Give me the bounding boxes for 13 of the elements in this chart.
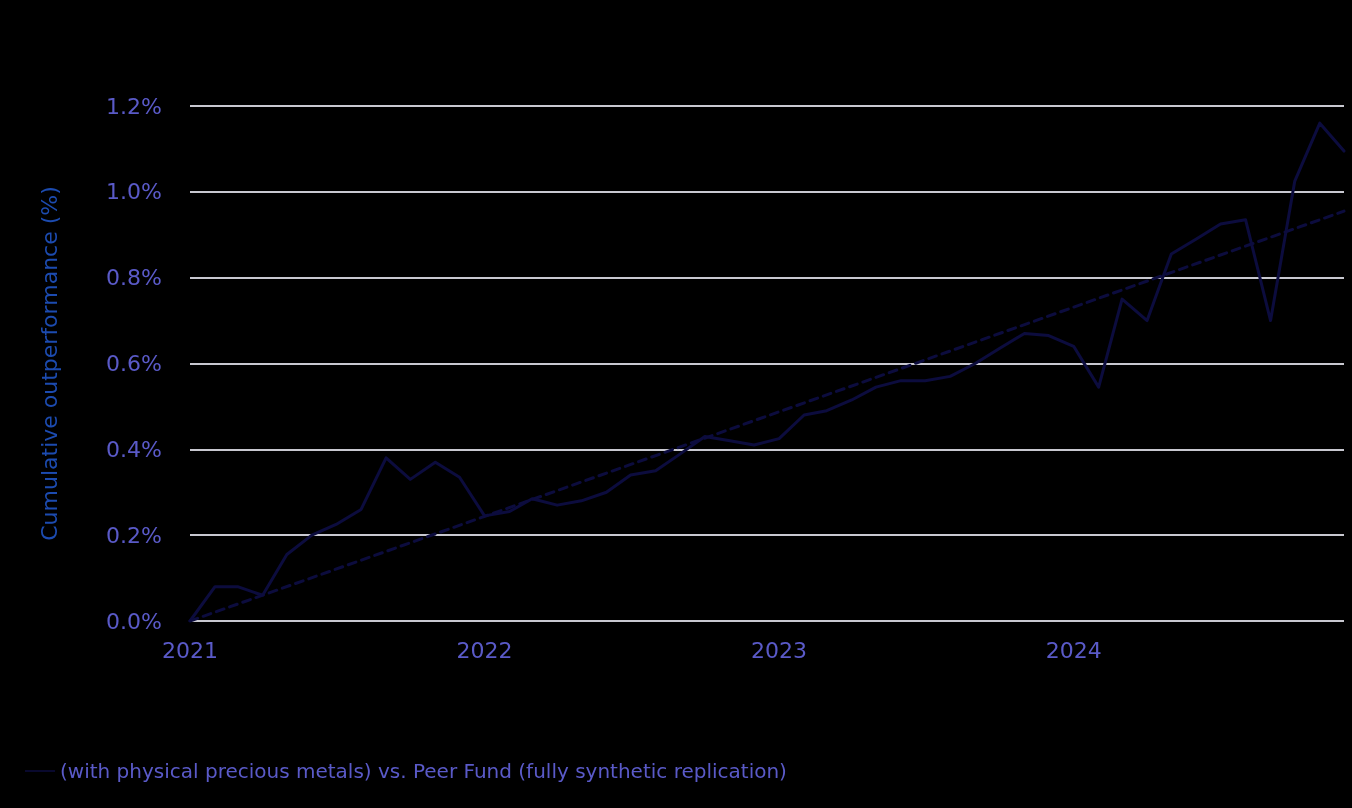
y-tick-label: 1.2% bbox=[106, 93, 162, 119]
y-axis-title: Cumulative outperformance (%) bbox=[36, 186, 62, 541]
y-tick-label: 0.0% bbox=[106, 608, 162, 634]
x-tick-label: 2021 bbox=[162, 637, 218, 663]
x-tick-label: 2024 bbox=[1045, 637, 1102, 663]
y-tick-label: 0.4% bbox=[106, 436, 162, 462]
x-tick-label: 2022 bbox=[456, 637, 513, 663]
y-tick-label: 0.6% bbox=[106, 351, 162, 376]
x-tick-label: 2023 bbox=[751, 637, 808, 663]
y-tick-label: 0.8% bbox=[106, 265, 162, 291]
legend-label: (with physical precious metals) vs. Peer Fund (fully synthetic replication) bbox=[60, 759, 787, 783]
y-tick-label: 1.0% bbox=[106, 179, 162, 205]
y-tick-label: 0.2% bbox=[106, 522, 162, 548]
